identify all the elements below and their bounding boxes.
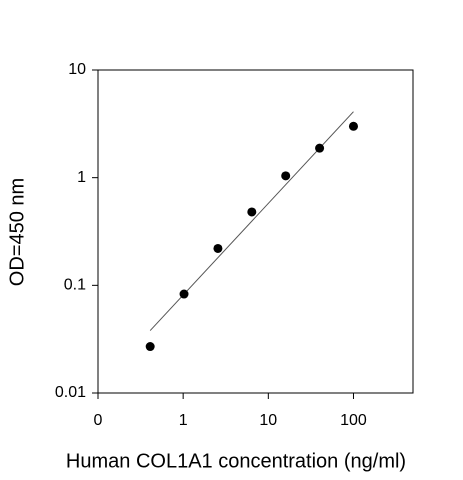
y-axis-title: OD=450 nm	[6, 178, 28, 286]
data-point	[348, 121, 358, 131]
data-point	[213, 243, 223, 253]
y-tick-label: 0.1	[64, 277, 86, 294]
x-tick-label: 0	[94, 412, 103, 429]
data-point	[145, 342, 155, 352]
data-point	[179, 289, 189, 299]
x-tick-label: 1	[179, 412, 188, 429]
data-point	[281, 171, 291, 181]
plot-frame	[97, 69, 414, 394]
x-tick-label: 100	[340, 412, 367, 429]
x-tick-label: 10	[259, 412, 277, 429]
data-point	[315, 143, 325, 153]
y-tick-label: 10	[68, 61, 86, 78]
x-axis-title: Human COL1A1 concentration (ng/ml)	[66, 450, 406, 472]
fit-line	[149, 111, 354, 331]
y-tick-label: 0.01	[55, 384, 86, 401]
data-point	[247, 207, 257, 217]
y-tick-label: 1	[77, 169, 86, 186]
